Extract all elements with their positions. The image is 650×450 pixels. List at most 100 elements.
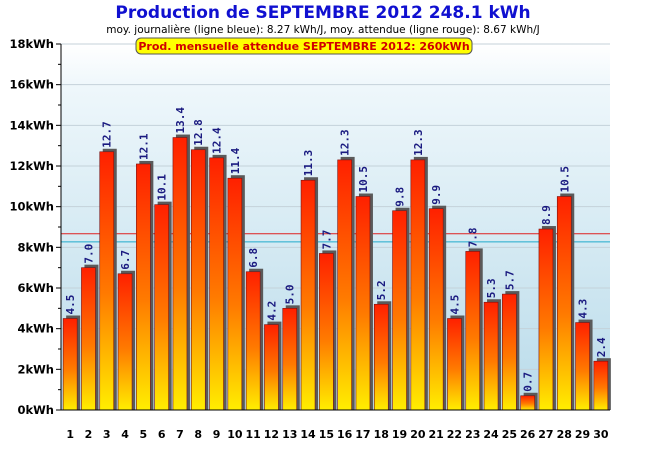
y-tick-label: 0kWh (17, 403, 54, 417)
bar-value-label: 5.7 (503, 270, 516, 290)
bar (319, 253, 334, 411)
x-tick-label: 1 (66, 428, 74, 441)
bar (575, 322, 590, 411)
bar (264, 324, 279, 411)
bar-value-label: 7.7 (320, 230, 333, 250)
x-tick-label: 22 (447, 428, 462, 441)
bar (190, 149, 206, 411)
bar (62, 318, 78, 411)
y-axis: 0kWh 2kWh 4kWh 6kWh 8kWh 10kWh 12kWh 14kWh 16kWh… (9, 37, 61, 417)
bar (520, 395, 535, 411)
bar (227, 177, 243, 411)
x-tick-label: 21 (428, 428, 443, 441)
bar-value-label: 7.0 (82, 244, 95, 264)
x-tick-label: 6 (158, 428, 166, 441)
bar (282, 308, 298, 411)
x-tick-label: 12 (264, 428, 279, 441)
bar-value-label: 10.5 (357, 166, 370, 193)
bar-value-label: 4.5 (448, 295, 461, 315)
x-axis: 1 2 3 4 5 6 7 8 9 10 11 12 13 14 15 16 17 18 19 20 21 22 23 24 2… (66, 428, 609, 441)
bar-value-label: 5.0 (284, 284, 297, 304)
y-tick-label: 14kWh (9, 118, 54, 132)
bar-value-label: 12.7 (101, 121, 114, 148)
x-tick-label: 9 (213, 428, 221, 441)
x-tick-label: 27 (538, 428, 553, 441)
bar (428, 208, 444, 411)
bar-value-label: 11.4 (229, 147, 242, 174)
bar (337, 159, 352, 411)
y-tick-label: 18kWh (9, 37, 54, 51)
x-tick-label: 30 (593, 428, 609, 441)
bar (593, 360, 609, 411)
bar (154, 204, 169, 411)
x-tick-label: 17 (355, 428, 370, 441)
x-tick-label: 25 (502, 428, 517, 441)
y-tick-label: 12kWh (9, 159, 54, 173)
x-tick-label: 13 (282, 428, 297, 441)
bar-value-label: 0.7 (522, 372, 535, 392)
x-tick-label: 29 (575, 428, 590, 441)
bar-value-label: 6.7 (119, 250, 132, 270)
bar (447, 318, 462, 411)
bar-value-label: 10.5 (558, 166, 571, 193)
x-tick-label: 10 (227, 428, 243, 441)
x-tick-label: 2 (85, 428, 93, 441)
y-tick-label: 6kWh (17, 281, 54, 295)
x-tick-label: 4 (121, 428, 129, 441)
bar-value-label: 12.1 (137, 133, 150, 160)
bar-value-label: 12.3 (412, 129, 425, 156)
data-labels: 4.5 7.0 12.7 6.7 12.1 10.1 13.4 12.8 12.4 11.4 6.8… (64, 107, 608, 392)
bar (483, 301, 499, 411)
bar (465, 251, 481, 411)
bar-value-label: 10.1 (156, 174, 169, 201)
bar-value-label: 9.8 (394, 187, 407, 207)
y-tick-label: 4kWh (17, 322, 54, 336)
x-tick-label: 23 (465, 428, 480, 441)
bar-value-label: 2.4 (595, 337, 608, 357)
x-tick-label: 15 (319, 428, 334, 441)
bar-value-label: 7.8 (467, 228, 480, 248)
x-tick-label: 11 (245, 428, 260, 441)
y-tick-label: 16kWh (9, 78, 54, 92)
bar-value-label: 13.4 (174, 107, 187, 134)
bar (172, 137, 188, 411)
bar-value-label: 12.8 (192, 119, 205, 146)
x-tick-label: 3 (103, 428, 111, 441)
bar (117, 273, 133, 411)
bars (62, 134, 611, 411)
bar (99, 151, 115, 411)
bar (355, 196, 371, 411)
bar-value-label: 4.5 (64, 295, 77, 315)
bar (502, 293, 517, 411)
bar-value-label: 5.3 (485, 278, 498, 298)
bar (136, 163, 151, 411)
bar (209, 157, 224, 411)
bar-value-label: 11.3 (302, 150, 315, 177)
bar-value-label: 8.9 (540, 205, 553, 225)
bar (410, 159, 426, 411)
bar-value-label: 9.9 (430, 185, 443, 205)
x-tick-label: 28 (557, 428, 572, 441)
x-tick-label: 5 (140, 428, 148, 441)
bar-value-label: 4.3 (577, 299, 590, 319)
x-tick-label: 19 (392, 428, 407, 441)
bar (538, 228, 554, 411)
x-tick-label: 14 (300, 428, 316, 441)
expected-production-banner: Prod. mensuelle attendue SEPTEMBRE 2012:… (135, 37, 473, 55)
bar (245, 271, 261, 411)
chart-subtitle: moy. journalière (ligne bleue): 8.27 kWh… (106, 24, 539, 36)
bar (556, 196, 572, 411)
x-tick-label: 18 (374, 428, 389, 441)
bar-value-label: 5.2 (375, 280, 388, 300)
y-tick-label: 8kWh (17, 240, 54, 254)
bar-value-label: 12.4 (211, 127, 224, 154)
y-tick-label: 2kWh (17, 362, 54, 376)
chart-title: Production de SEPTEMBRE 2012 248.1 kWh (115, 3, 530, 23)
bar-value-label: 4.2 (265, 301, 278, 321)
x-tick-label: 26 (520, 428, 536, 441)
x-tick-label: 24 (483, 428, 499, 441)
x-tick-label: 7 (176, 428, 184, 441)
banner-text: Prod. mensuelle attendue SEPTEMBRE 2012:… (138, 40, 469, 53)
bar (81, 267, 96, 411)
